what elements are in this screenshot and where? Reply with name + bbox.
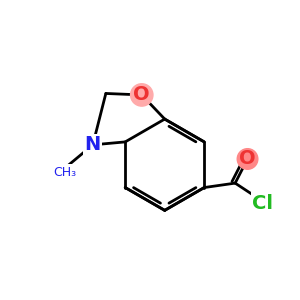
Text: O: O bbox=[134, 85, 150, 104]
Circle shape bbox=[237, 149, 258, 169]
Text: Cl: Cl bbox=[252, 194, 273, 213]
Text: N: N bbox=[85, 135, 101, 154]
Text: CH₃: CH₃ bbox=[53, 166, 76, 179]
Text: O: O bbox=[239, 149, 256, 169]
Circle shape bbox=[130, 84, 153, 106]
